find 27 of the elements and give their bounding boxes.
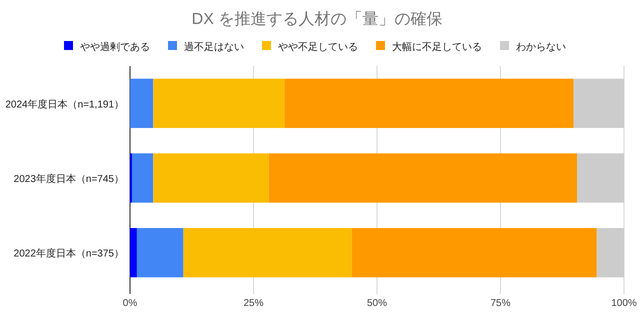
- chart-title: DX を推進する人材の「量」の確保: [192, 10, 442, 28]
- y-tick-label: 2024年度日本（n=1,191）: [5, 98, 124, 110]
- bar: [130, 228, 137, 278]
- bar: [574, 78, 624, 128]
- bar: [352, 228, 597, 278]
- x-tick-label: 100%: [611, 298, 637, 309]
- bar: [183, 228, 352, 278]
- legend-label: やや不足している: [278, 42, 358, 53]
- bar: [577, 153, 624, 203]
- y-tick-label: 2022年度日本（n=375）: [14, 248, 124, 260]
- legend-label: 過不足はない: [184, 42, 244, 53]
- legend-label: 大幅に不足している: [392, 41, 482, 53]
- x-tick-label: 75%: [490, 298, 511, 309]
- y-tick-label: 2023年度日本（n=745）: [14, 173, 124, 185]
- bar: [153, 78, 285, 128]
- bar: [130, 78, 154, 128]
- legend-label: やや過剰である: [80, 41, 150, 53]
- bar: [136, 228, 184, 278]
- bar: [268, 153, 578, 203]
- bar: [132, 153, 154, 203]
- bar: [284, 78, 574, 128]
- legend-label: わからない: [516, 42, 566, 53]
- x-tick-label: 50%: [366, 298, 388, 309]
- bar: [153, 153, 269, 203]
- bar: [596, 228, 624, 278]
- x-tick-label: 25%: [243, 298, 264, 309]
- x-tick-label: 0%: [122, 298, 138, 309]
